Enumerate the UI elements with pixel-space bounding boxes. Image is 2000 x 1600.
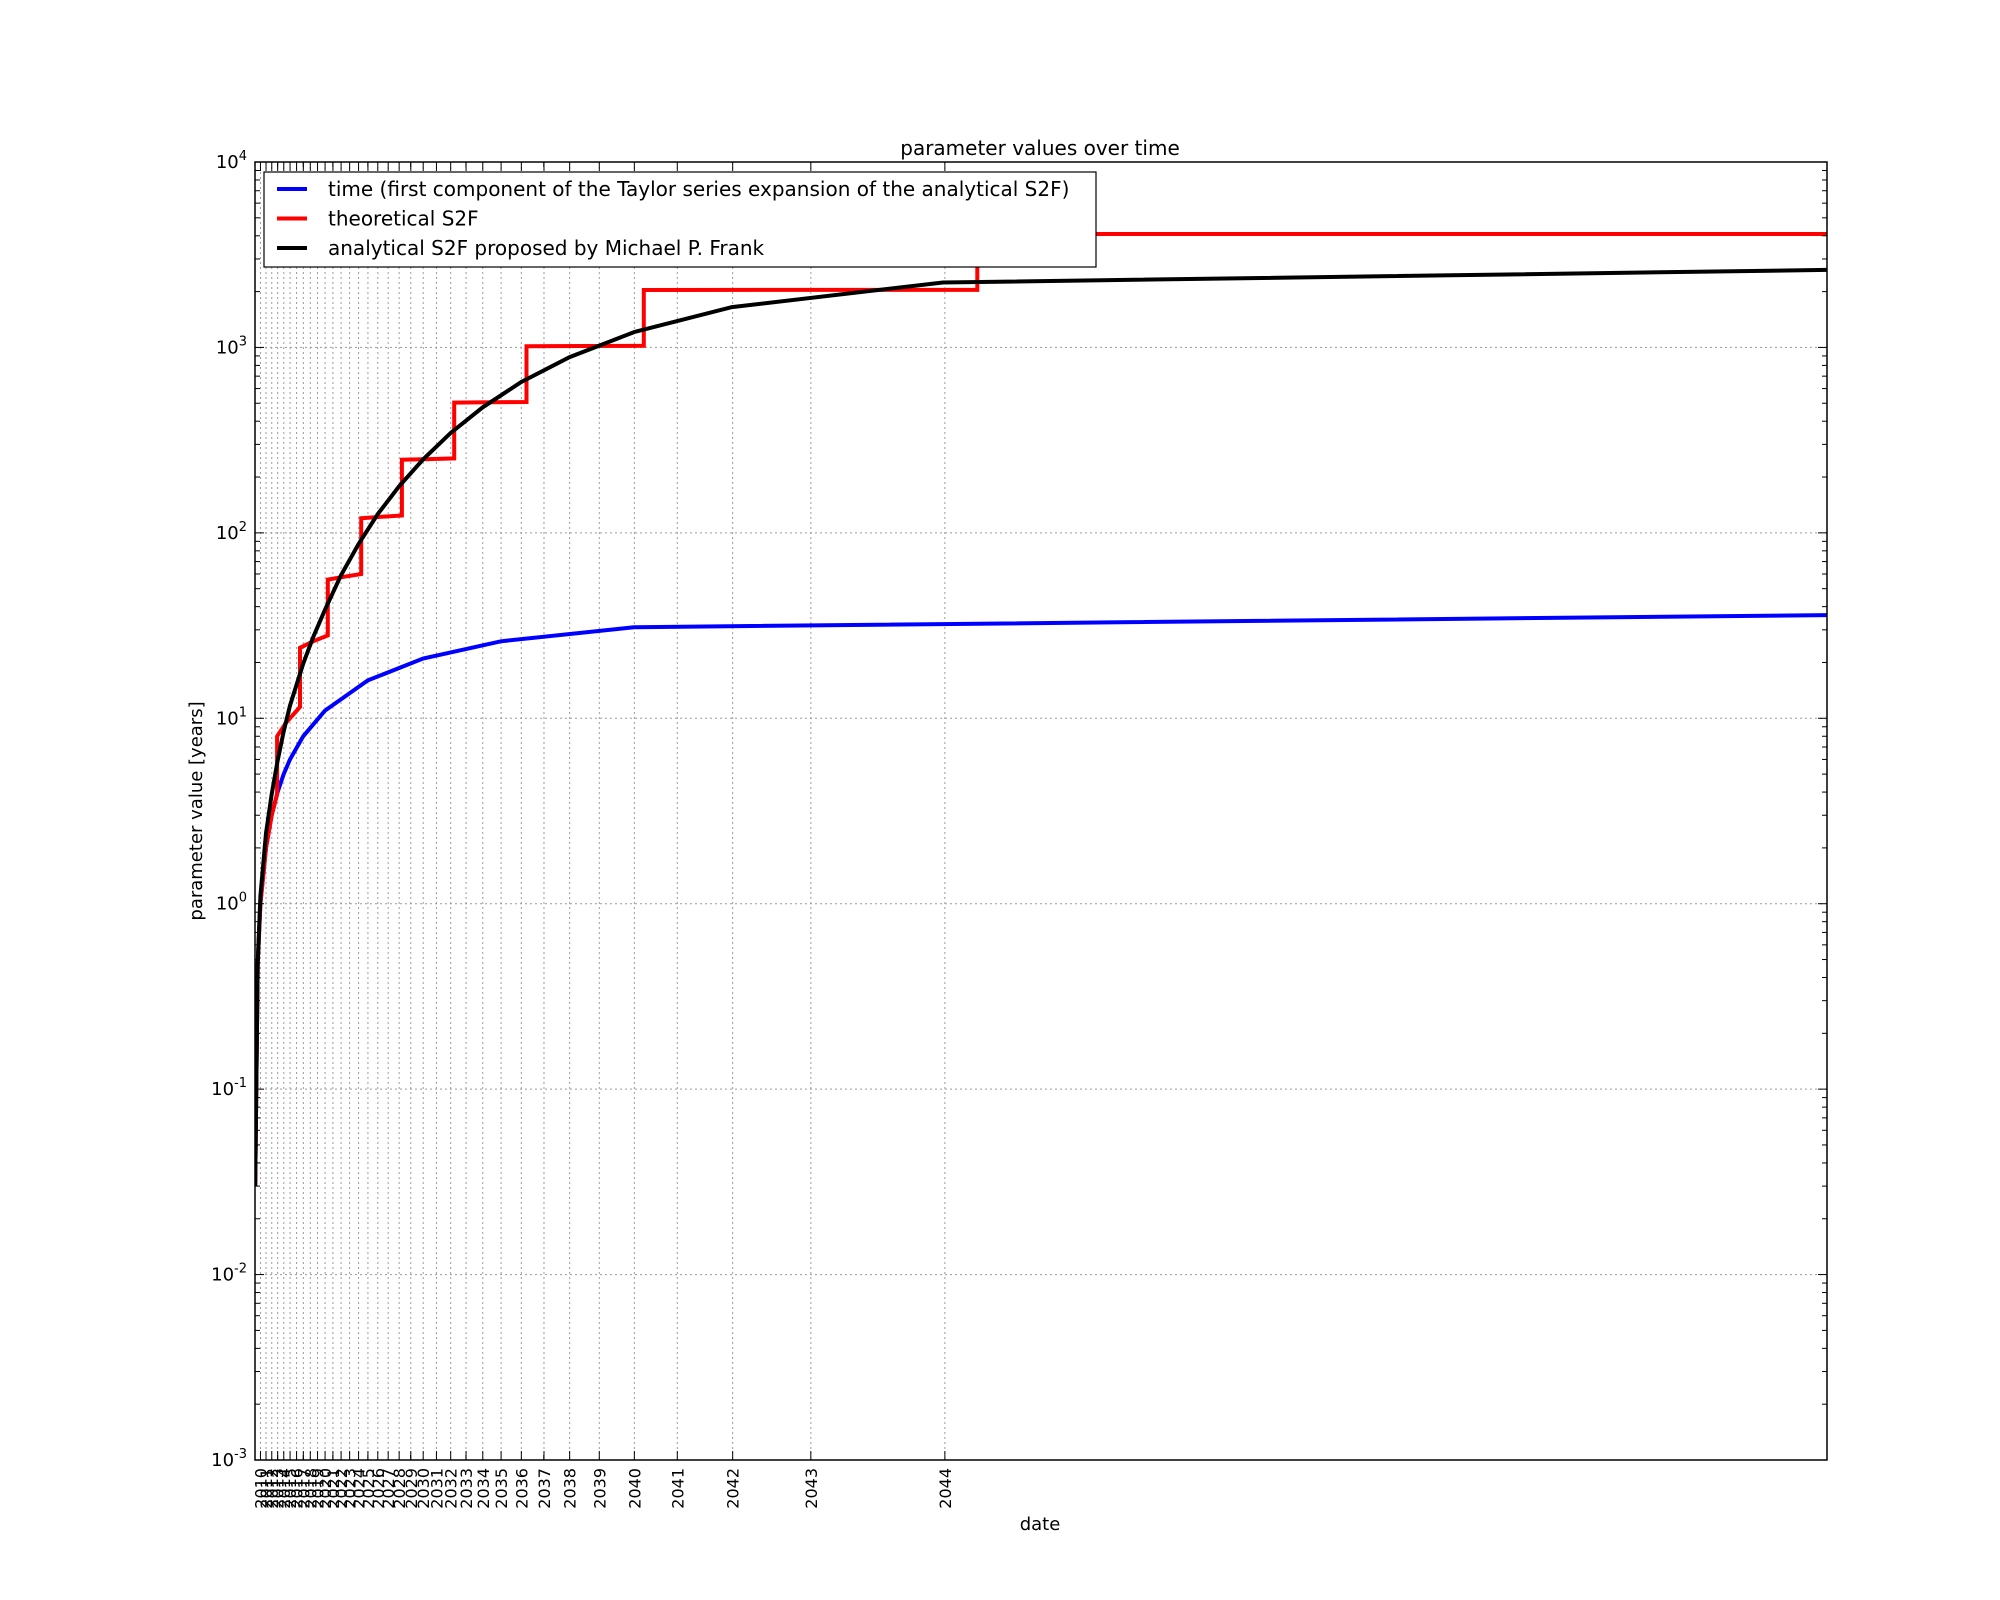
series-line-theoretical-s2f (255, 232, 1827, 1187)
legend-entry-analytical-s2f: analytical S2F proposed by Michael P. Fr… (277, 236, 765, 260)
x-tick-label: 2030 (414, 1468, 433, 1509)
x-tick-label: 2022 (332, 1468, 351, 1509)
x-tick-label: 2017 (294, 1468, 313, 1509)
x-tick-label: 2021 (324, 1468, 343, 1509)
y-tick-label: 10-2 (211, 1262, 247, 1286)
x-tick-label: 2028 (390, 1468, 409, 1509)
x-tick-label: 2024 (350, 1468, 369, 1509)
x-tick-label: 2025 (359, 1468, 378, 1509)
x-tick-label: 2037 (535, 1468, 554, 1509)
x-tick-label: 2015 (281, 1468, 300, 1509)
x-tick-label: 2014 (275, 1468, 294, 1509)
x-tick-label: 2043 (802, 1468, 821, 1509)
x-tick-label: 2029 (402, 1468, 421, 1509)
y-tick-label: 100 (216, 891, 247, 915)
x-tick-label: 2010 (251, 1468, 270, 1509)
y-tick-label: 101 (216, 705, 247, 729)
x-tick-label: 2036 (512, 1468, 531, 1509)
x-tick-label: 2033 (457, 1468, 476, 1509)
y-axis-label: parameter value [years] (186, 701, 207, 920)
x-tick-label: 2034 (474, 1468, 493, 1509)
chart-title: parameter values over time (900, 136, 1180, 160)
x-tick-label: 2040 (625, 1468, 644, 1509)
x-axis-label: date (1020, 1514, 1061, 1535)
x-tick-label: 2038 (561, 1468, 580, 1509)
x-tick-label: 2032 (442, 1468, 461, 1509)
x-tick-label: 2018 (301, 1468, 320, 1509)
legend: time (first component of the Taylor seri… (263, 171, 1097, 268)
x-tick-label: 2044 (936, 1468, 955, 1509)
x-axis: 2010201120122013201420152016201720182019… (251, 162, 955, 1509)
legend-label: time (first component of the Taylor seri… (328, 177, 1069, 201)
y-tick-label: 103 (216, 334, 247, 358)
x-tick-label: 2026 (369, 1468, 388, 1509)
legend-entry-time: time (first component of the Taylor seri… (277, 177, 1069, 201)
x-tick-label: 2016 (288, 1468, 307, 1509)
x-tick-label: 2012 (263, 1468, 282, 1509)
x-tick-label: 2039 (590, 1468, 609, 1509)
legend-box (263, 171, 1097, 268)
legend-label: theoretical S2F (328, 207, 479, 231)
grid (255, 161, 1827, 1461)
x-tick-label: 2042 (724, 1468, 743, 1509)
x-tick-label: 2031 (427, 1468, 446, 1509)
x-tick-label: 2020 (316, 1468, 335, 1509)
plot-area-frame (254, 161, 1828, 1461)
x-tick-label: 2027 (379, 1468, 398, 1509)
x-tick-label: 2011 (257, 1468, 276, 1509)
legend-label: analytical S2F proposed by Michael P. Fr… (328, 236, 765, 260)
y-tick-label: 104 (216, 149, 247, 173)
y-tick-label: 102 (216, 520, 247, 544)
y-tick-label: 10-3 (211, 1447, 247, 1471)
series-line-analytical-s2f (255, 267, 1827, 1187)
x-tick-label: 2035 (492, 1468, 511, 1509)
series-layer (255, 232, 1827, 1187)
legend-entry-theoretical-s2f: theoretical S2F (277, 207, 479, 231)
x-tick-label: 2013 (269, 1468, 288, 1509)
y-tick-label: 10-1 (211, 1076, 247, 1100)
x-tick-label: 2023 (341, 1468, 360, 1509)
x-tick-label: 2019 (309, 1468, 328, 1509)
x-tick-label: 2041 (668, 1468, 687, 1509)
y-axis: 10-3 10-2 10-1 100 101 102 103 104 (211, 149, 1827, 1471)
